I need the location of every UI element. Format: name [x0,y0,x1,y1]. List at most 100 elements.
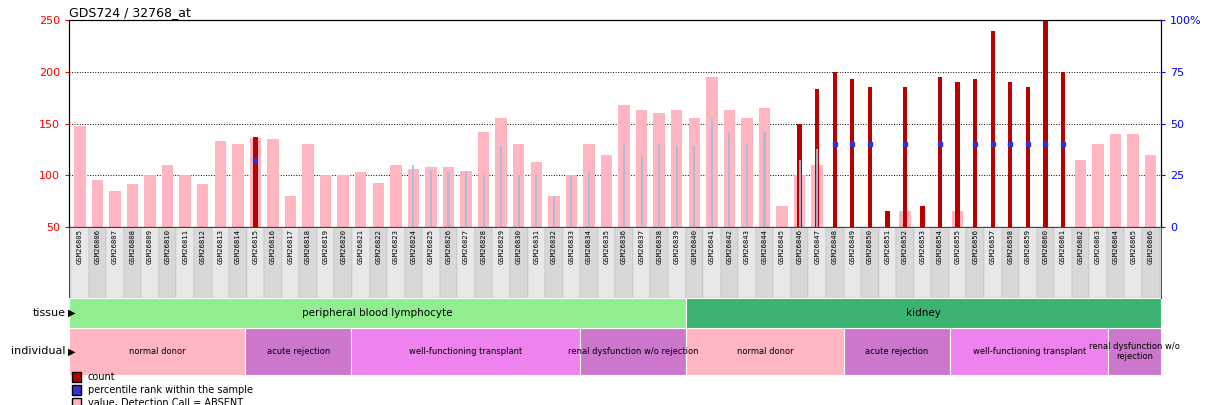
Bar [317,227,334,298]
Bar [553,196,554,227]
Text: GSM26862: GSM26862 [1077,229,1083,264]
Bar [950,328,1109,375]
Bar [141,227,159,298]
Bar [798,124,801,227]
Bar [584,144,595,227]
Text: kidney: kidney [906,308,941,318]
Text: GSM26824: GSM26824 [411,229,416,264]
Bar [776,206,788,227]
Bar [351,328,580,375]
Bar [1060,72,1065,227]
Bar [268,139,278,227]
Bar [246,328,351,375]
Text: GSM26813: GSM26813 [218,229,224,264]
Text: GSM26844: GSM26844 [761,229,767,264]
Bar [513,144,524,227]
Text: GSM26860: GSM26860 [1042,229,1048,264]
Bar [334,227,351,298]
Bar [868,87,872,227]
Bar [74,126,85,227]
Bar [299,227,317,298]
Text: value, Detection Call = ABSENT: value, Detection Call = ABSENT [88,399,243,405]
Bar [623,144,625,227]
Bar [159,227,176,298]
Bar [641,154,643,227]
Bar [443,167,455,227]
Text: individual: individual [11,346,66,356]
Bar [492,227,510,298]
Bar [721,227,738,298]
Text: normal donor: normal donor [129,347,186,356]
Bar [390,165,401,227]
Bar [811,165,823,227]
Text: GSM26840: GSM26840 [692,229,697,264]
Bar [671,110,682,227]
Text: GSM26827: GSM26827 [463,229,469,264]
Bar [355,172,366,227]
Bar [71,227,89,298]
Text: GSM26817: GSM26817 [287,229,293,264]
Bar [1019,227,1036,298]
Text: GSM26861: GSM26861 [1060,229,1066,264]
Bar [548,196,559,227]
Bar [176,227,195,298]
Bar [902,87,907,227]
Bar [422,227,440,298]
Bar [229,227,247,298]
Bar [1075,160,1086,227]
Bar [658,144,660,227]
Bar [724,110,736,227]
Text: GSM26812: GSM26812 [199,229,206,264]
Bar [465,172,467,227]
Bar [1054,227,1071,298]
Bar [528,227,545,298]
Text: GSM26845: GSM26845 [779,229,786,264]
Text: GSM26822: GSM26822 [376,229,382,264]
Bar [984,227,1002,298]
Bar [500,146,502,227]
Bar [580,328,686,375]
Bar [738,227,755,298]
Bar [1008,82,1013,227]
Bar [742,118,753,227]
Bar [483,175,485,227]
Bar [565,175,578,227]
Text: GSM26820: GSM26820 [340,229,347,264]
Bar [900,211,911,227]
Text: GSM26859: GSM26859 [1025,229,1031,264]
Bar [387,227,405,298]
Bar [447,172,450,227]
Text: GSM26830: GSM26830 [516,229,522,264]
Text: GSM26823: GSM26823 [393,229,399,264]
Bar [745,144,748,227]
Bar [711,118,713,227]
Bar [956,82,959,227]
Bar [1107,227,1125,298]
Bar [861,227,879,298]
Bar [426,167,437,227]
Text: GSM26835: GSM26835 [603,229,609,264]
Bar [686,227,703,298]
Bar [372,183,384,227]
Bar [967,227,984,298]
Bar [232,144,243,227]
Bar [706,77,717,227]
Bar [1110,134,1121,227]
Bar [180,175,191,227]
Bar [253,137,258,227]
Bar [214,141,226,227]
Text: GSM26836: GSM26836 [621,229,627,264]
Bar [1092,144,1104,227]
Bar [69,328,246,375]
Bar [1090,227,1107,298]
Text: GSM26828: GSM26828 [480,229,486,264]
Bar [686,328,844,375]
Bar [885,211,890,227]
Bar [89,227,106,298]
Bar [879,227,896,298]
Bar [570,175,573,227]
Bar [407,169,420,227]
Bar [124,227,141,298]
Text: GSM26811: GSM26811 [182,229,188,264]
Bar [686,298,1161,328]
